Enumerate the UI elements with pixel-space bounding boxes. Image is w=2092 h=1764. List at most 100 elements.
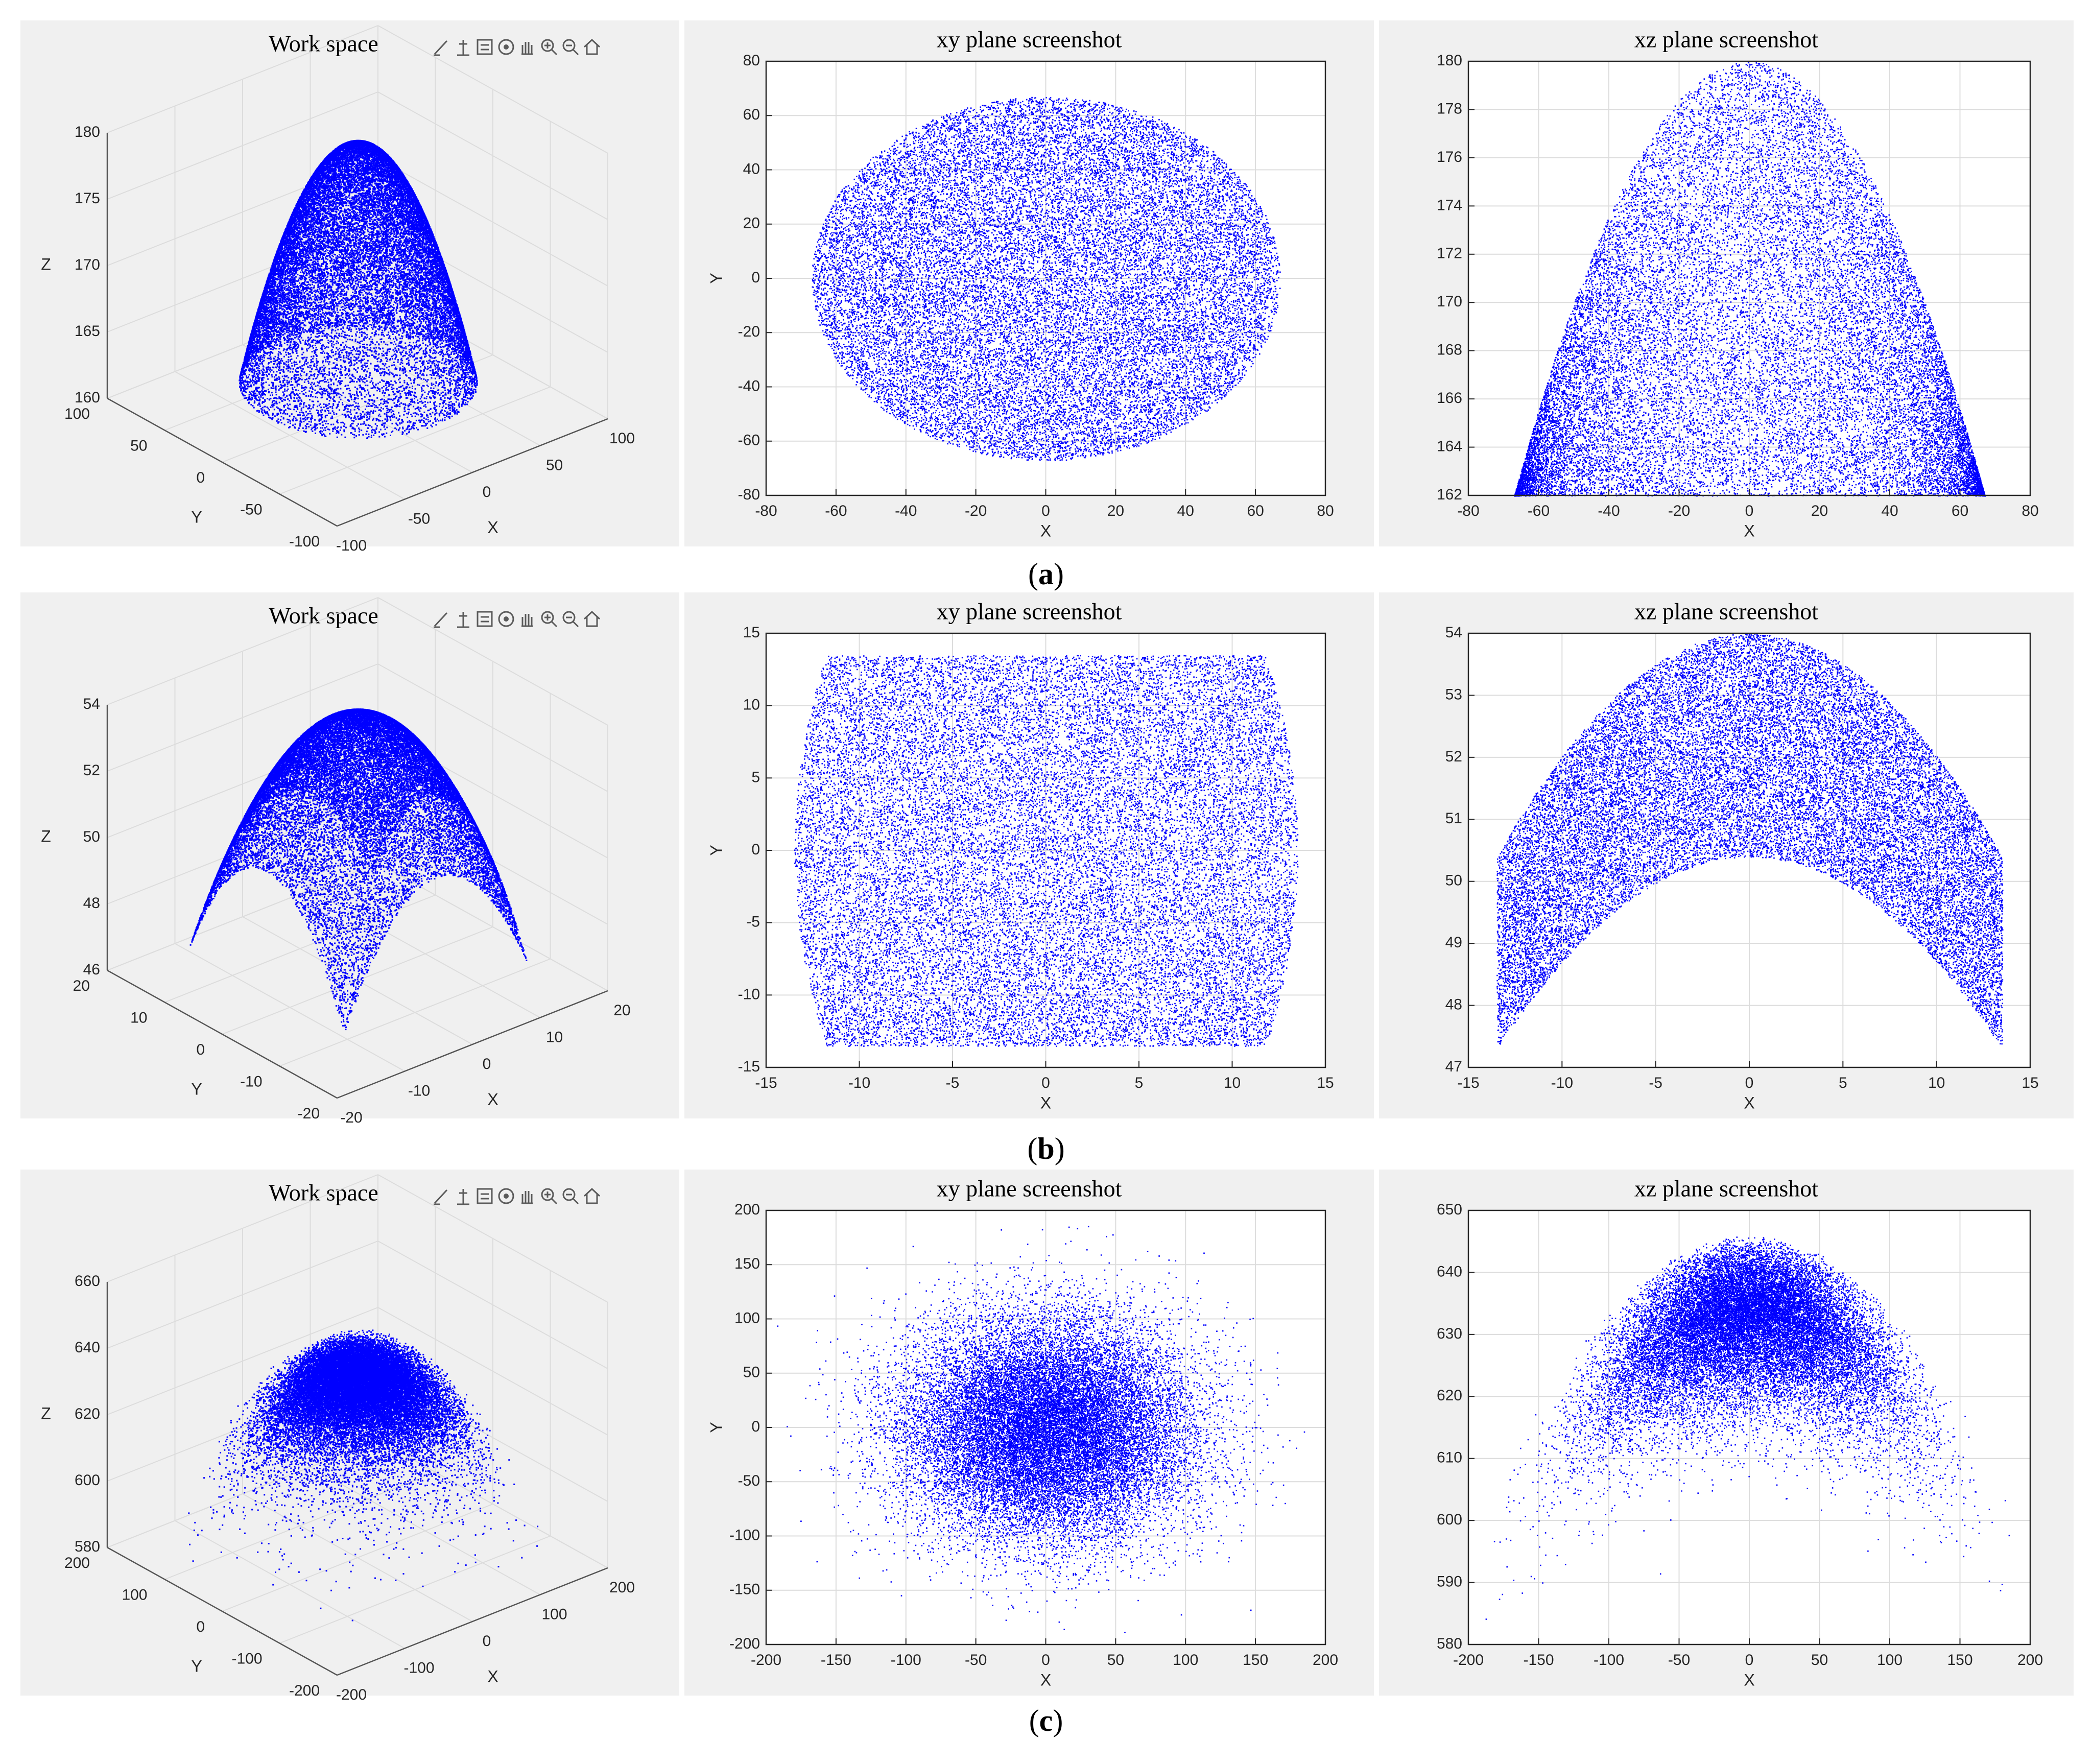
gridline bbox=[377, 663, 608, 792]
figure-toolbar bbox=[434, 38, 601, 56]
panel-title: Work space bbox=[269, 1180, 378, 1206]
gridline bbox=[310, 889, 540, 1018]
gridline bbox=[107, 730, 378, 838]
y-axis-line bbox=[107, 397, 338, 527]
pan-hand-icon[interactable] bbox=[521, 1191, 533, 1204]
y-tick-label: 20 bbox=[743, 215, 760, 232]
scatter-points bbox=[812, 97, 1281, 462]
legend-icon[interactable] bbox=[477, 1188, 493, 1204]
x-tick-label: 0 bbox=[483, 1056, 491, 1072]
y-tick-label: -40 bbox=[738, 377, 760, 394]
y-tick-labels: -15 -10 -5 0 5 10 15 bbox=[738, 624, 760, 1075]
caption-paren-open: ( bbox=[1029, 1704, 1039, 1737]
scatter-points bbox=[794, 655, 1299, 1047]
z-axis-label: Z bbox=[41, 255, 51, 273]
y-tick-labels: -80 -60 -40 -20 0 20 40 60 80 bbox=[738, 52, 760, 503]
y-tick-label: 600 bbox=[1437, 1511, 1462, 1528]
y-tick-label: 100 bbox=[122, 1586, 147, 1603]
y-tick-label: 80 bbox=[743, 52, 760, 69]
panel-title: Work space bbox=[269, 603, 378, 629]
y-tick-label: 630 bbox=[1437, 1325, 1462, 1342]
caption-letter: c bbox=[1039, 1704, 1053, 1737]
brush-icon[interactable] bbox=[434, 40, 448, 56]
x-tick-label: 10 bbox=[1928, 1075, 1945, 1091]
brush-icon[interactable] bbox=[434, 612, 448, 628]
scatter-points bbox=[188, 1329, 539, 1622]
y-tick-label: 50 bbox=[743, 1364, 760, 1381]
z-tick-label: 46 bbox=[83, 961, 100, 978]
data-cursor-icon[interactable] bbox=[457, 612, 469, 628]
y-tick-label: -100 bbox=[729, 1527, 760, 1543]
zoom-in-icon[interactable] bbox=[541, 611, 558, 628]
y-axis-line bbox=[107, 1546, 338, 1676]
x-tick-label: 200 bbox=[2017, 1652, 2043, 1668]
x-tick-label: -20 bbox=[340, 1109, 362, 1126]
gridline bbox=[107, 91, 378, 200]
x-tick-labels: -200 -100 0 100 200 bbox=[336, 1579, 635, 1703]
gridline bbox=[107, 25, 378, 133]
scatter-points bbox=[239, 139, 478, 439]
y-tick-label: 20 bbox=[73, 978, 90, 994]
x-tick-label: 50 bbox=[1811, 1652, 1828, 1668]
panel-title: xz plane screenshot bbox=[1634, 27, 1818, 53]
data-cursor-icon[interactable] bbox=[457, 40, 469, 56]
x-tick-label: -15 bbox=[1457, 1075, 1479, 1091]
home-icon[interactable] bbox=[583, 1187, 601, 1204]
x-tick-label: 80 bbox=[2022, 503, 2038, 519]
panel-title: xz plane screenshot bbox=[1634, 599, 1818, 625]
rotate-icon[interactable] bbox=[498, 611, 514, 627]
home-icon[interactable] bbox=[583, 38, 601, 55]
y-tick-labels: 47 48 49 50 51 52 53 54 bbox=[1445, 624, 1462, 1075]
x-tick-label: 50 bbox=[1107, 1652, 1124, 1668]
z-tick-label: 640 bbox=[75, 1339, 100, 1356]
z-tick-label: 160 bbox=[75, 389, 100, 406]
y-tick-label: 0 bbox=[751, 1418, 760, 1435]
y-tick-label: 60 bbox=[743, 106, 760, 123]
rotate-icon[interactable] bbox=[498, 39, 514, 55]
y-tick-label: -20 bbox=[298, 1105, 320, 1122]
subfigure-caption: (b) bbox=[1027, 1132, 1064, 1165]
y-tick-label: 168 bbox=[1437, 342, 1462, 359]
x-axis-label: X bbox=[487, 518, 498, 536]
y-tick-label: 51 bbox=[1445, 810, 1462, 827]
gridline bbox=[377, 25, 608, 154]
panel-title: xy plane screenshot bbox=[937, 1176, 1122, 1202]
caption-letter: b bbox=[1037, 1132, 1054, 1165]
x-tick-label: 100 bbox=[541, 1606, 567, 1623]
y-tick-label: 0 bbox=[196, 1618, 205, 1635]
y-tick-label: -20 bbox=[738, 323, 760, 340]
zoom-out-icon[interactable] bbox=[562, 611, 579, 628]
pan-hand-icon[interactable] bbox=[521, 614, 533, 627]
panel-c-xz: xz plane screenshot -200 -150 -100 -50 0 50 100… bbox=[1379, 1170, 2074, 1696]
y-tick-label: 50 bbox=[130, 437, 147, 454]
scatter-points bbox=[1514, 62, 1986, 497]
x-axis-label: X bbox=[487, 1667, 498, 1685]
x-tick-label: -5 bbox=[1649, 1075, 1662, 1091]
data-cursor-icon[interactable] bbox=[457, 1189, 469, 1205]
y-tick-label: 610 bbox=[1437, 1449, 1462, 1466]
x-tick-label: 0 bbox=[1041, 1652, 1050, 1668]
zoom-in-icon[interactable] bbox=[541, 1188, 558, 1205]
legend-icon[interactable] bbox=[477, 39, 493, 55]
x-tick-label: 5 bbox=[1839, 1075, 1847, 1091]
legend-icon[interactable] bbox=[477, 611, 493, 627]
zoom-in-icon[interactable] bbox=[541, 39, 558, 56]
rotate-icon[interactable] bbox=[498, 1188, 514, 1204]
gridline bbox=[377, 1174, 608, 1303]
x-tick-labels: -80 -60 -40 -20 0 20 40 60 80 bbox=[755, 503, 1334, 519]
zoom-out-icon[interactable] bbox=[562, 39, 579, 56]
x-tick-label: -200 bbox=[751, 1652, 781, 1668]
pan-hand-icon[interactable] bbox=[521, 42, 533, 55]
y-tick-label: 176 bbox=[1437, 149, 1462, 165]
x-axis-label: X bbox=[487, 1090, 498, 1108]
y-tick-label: 48 bbox=[1445, 996, 1462, 1013]
x-tick-label: 15 bbox=[2022, 1075, 2038, 1091]
x-tick-label: -80 bbox=[755, 503, 777, 519]
home-icon[interactable] bbox=[583, 610, 601, 627]
x-tick-label: 50 bbox=[546, 457, 563, 473]
x-tick-label: -200 bbox=[1453, 1652, 1484, 1668]
brush-icon[interactable] bbox=[434, 1189, 448, 1205]
zoom-out-icon[interactable] bbox=[562, 1188, 579, 1205]
z-tick-label: 600 bbox=[75, 1472, 100, 1489]
y-tick-label: 5 bbox=[751, 769, 760, 785]
